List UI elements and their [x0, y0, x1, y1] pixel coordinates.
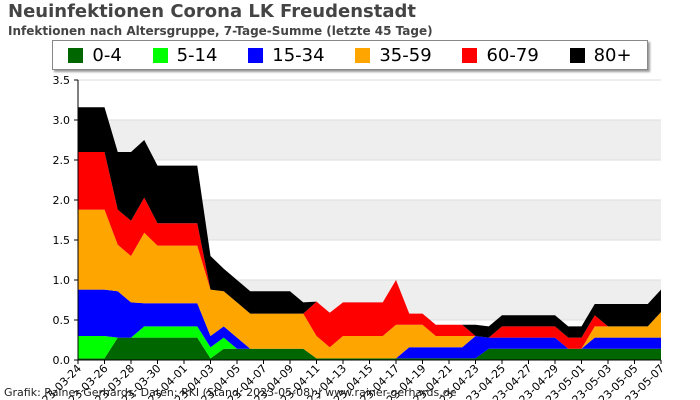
area-80+ [78, 107, 661, 338]
area-60-79 [78, 152, 661, 349]
legend-label: 0-4 [92, 44, 122, 66]
y-tick-label: 3.5 [53, 74, 71, 87]
area-0-4 [78, 337, 661, 360]
y-tick-label: 1.0 [53, 274, 71, 287]
y-tick-label: 2.5 [53, 154, 71, 167]
legend-label: 35-59 [379, 44, 432, 66]
legend-swatch [152, 47, 168, 63]
legend-item: 0-4 [68, 44, 122, 66]
legend-swatch [355, 47, 371, 63]
legend-swatch [462, 47, 478, 63]
legend-item: 35-59 [355, 44, 432, 66]
chart-title: Neuinfektionen Corona LK Freudenstadt [8, 1, 416, 22]
area-15-34 [78, 289, 661, 359]
legend-swatch [569, 47, 585, 63]
legend-item: 80+ [569, 44, 632, 66]
y-tick-label: 1.5 [53, 234, 71, 247]
legend-label: 15-34 [272, 44, 325, 66]
legend-item: 60-79 [462, 44, 539, 66]
legend-label: 5-14 [176, 44, 218, 66]
legend-item: 15-34 [248, 44, 325, 66]
legend-label: 80+ [593, 44, 632, 66]
area-35-59 [78, 209, 661, 359]
y-tick-label: 2.0 [53, 194, 71, 207]
legend-swatch [248, 47, 264, 63]
chart-legend: 0-4 5-14 15-34 35-59 60-79 80+ [52, 40, 648, 70]
y-tick-label: 0.0 [53, 354, 71, 367]
y-tick-label: 0.5 [53, 314, 71, 327]
legend-item: 5-14 [152, 44, 218, 66]
y-tick-label: 3.0 [53, 114, 71, 127]
chart-subtitle: Infektionen nach Altersgruppe, 7-Tage-Su… [8, 24, 433, 38]
source-credit: Grafik: Rainer Gerhards, Daten: RKI (Sta… [4, 386, 457, 399]
legend-label: 60-79 [486, 44, 539, 66]
grid-band [78, 120, 661, 160]
legend-swatch [68, 47, 84, 63]
